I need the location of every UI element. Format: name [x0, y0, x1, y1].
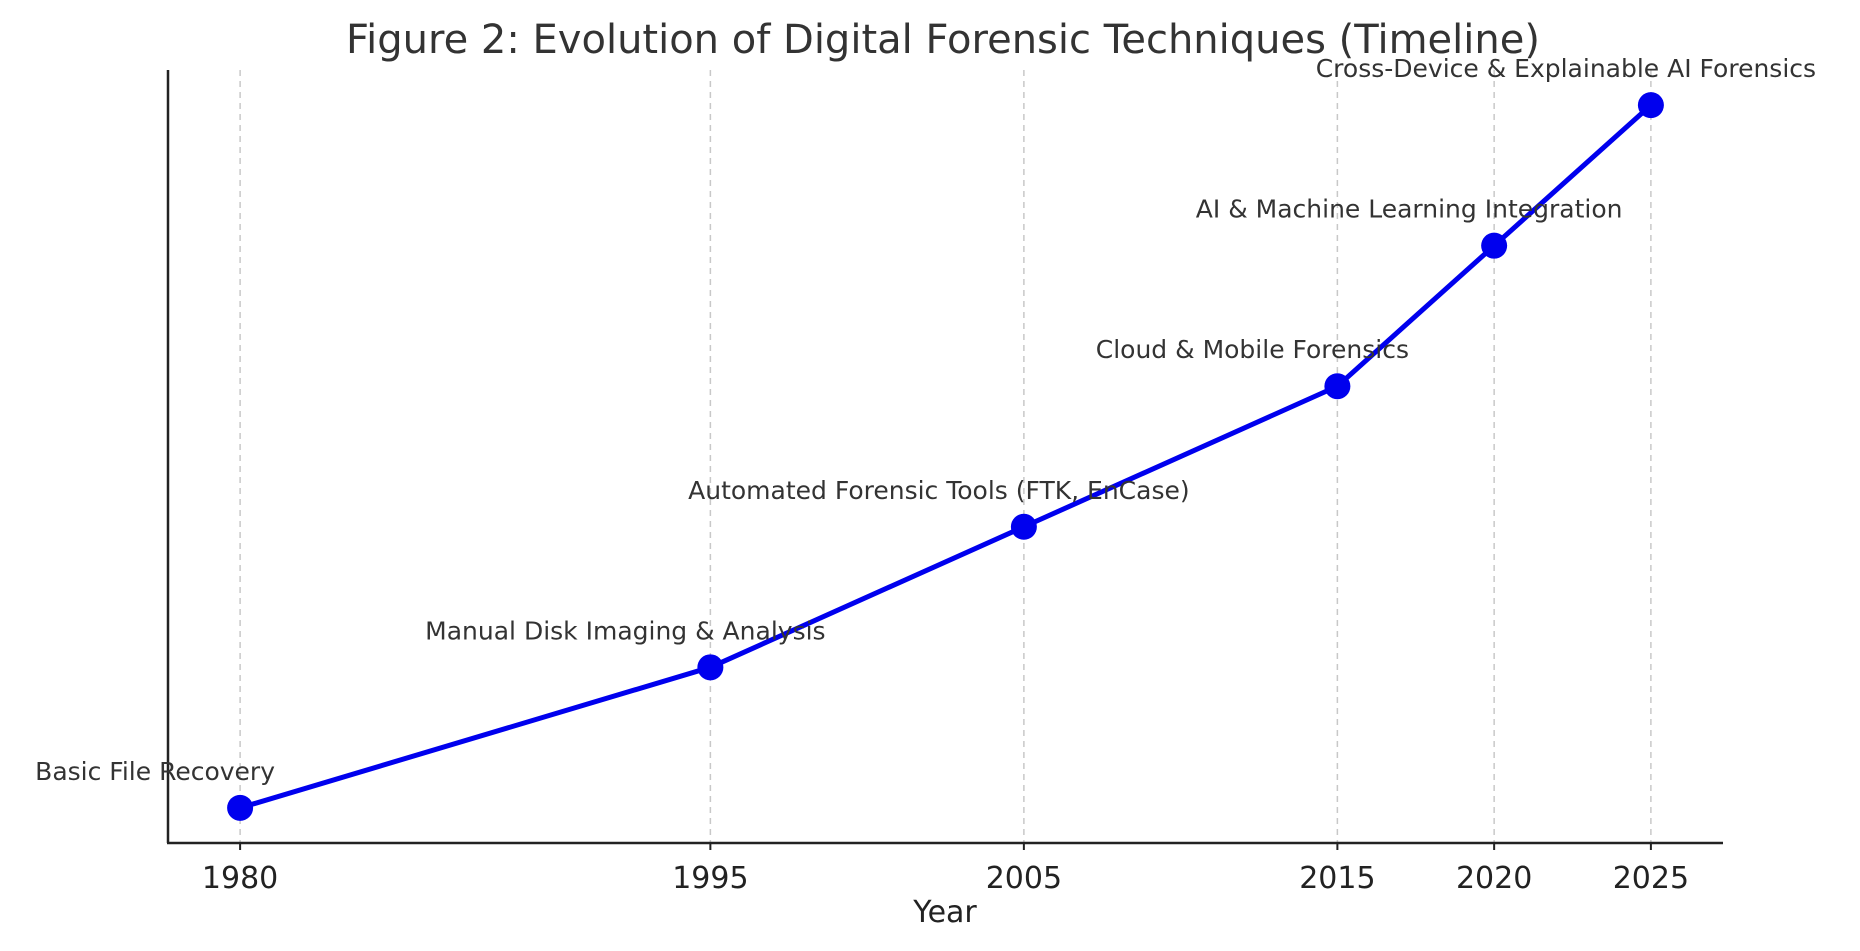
- x-tick-label: 2015: [1299, 861, 1375, 896]
- data-point-label: Cloud & Mobile Forensics: [1096, 335, 1409, 364]
- data-point-marker: [1010, 513, 1037, 540]
- data-point-label: Automated Forensic Tools (FTK, EnCase): [688, 476, 1189, 505]
- data-point-marker: [1481, 232, 1508, 259]
- x-axis-label: Year: [912, 895, 977, 930]
- data-point-marker: [1637, 92, 1664, 119]
- data-point-marker: [227, 794, 254, 821]
- x-tick-label: 2020: [1456, 861, 1532, 896]
- data-point-marker: [1324, 373, 1351, 400]
- data-point-marker: [697, 654, 724, 681]
- point-labels: Basic File Recovery Manual Disk Imaging &…: [35, 54, 1816, 786]
- x-tick-label: 1980: [202, 861, 278, 896]
- x-axis-ticks: 1980 1995 2005 2015 2020 2025: [202, 843, 1689, 896]
- data-point-label: Manual Disk Imaging & Analysis: [425, 616, 825, 645]
- series-line: [237, 102, 1654, 811]
- series: [227, 92, 1664, 821]
- data-point-label: AI & Machine Learning Integration: [1196, 195, 1623, 224]
- chart-title: Figure 2: Evolution of Digital Forensic …: [346, 17, 1540, 63]
- grid-lines: [239, 70, 1652, 843]
- data-point-label: Basic File Recovery: [35, 757, 275, 786]
- x-tick-label: 2025: [1613, 861, 1689, 896]
- x-tick-label: 2005: [986, 861, 1062, 896]
- x-tick-label: 1995: [672, 861, 748, 896]
- data-point-label: Cross-Device & Explainable AI Forensics: [1316, 54, 1816, 83]
